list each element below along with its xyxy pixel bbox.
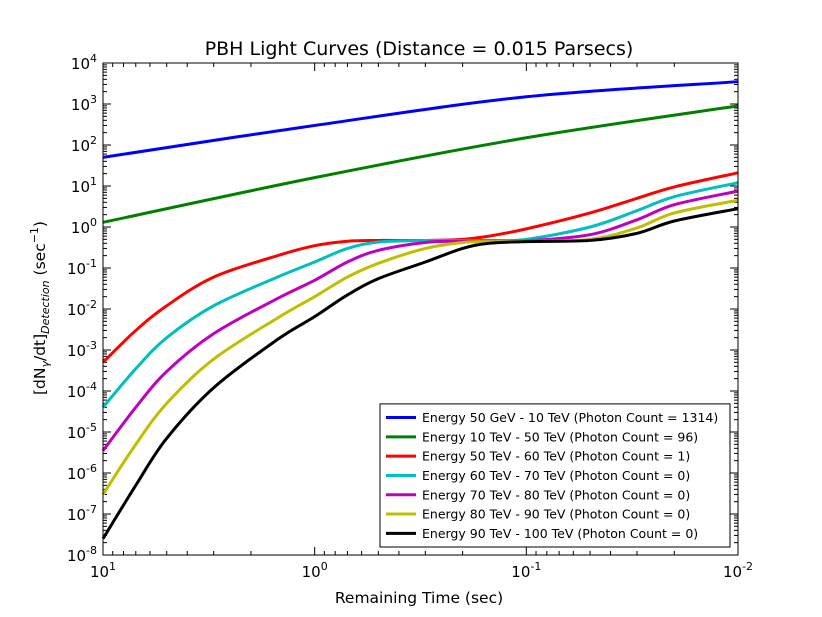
legend-label-1: Energy 50 GeV - 10 TeV (Photon Count = 1… (422, 410, 718, 425)
legend-label-7: Energy 90 TeV - 100 TeV (Photon Count = … (422, 526, 698, 541)
legend-label-4: Energy 60 TeV - 70 TeV (Photon Count = 0… (422, 468, 690, 483)
legend-label-2: Energy 10 TeV - 50 TeV (Photon Count = 9… (422, 429, 698, 444)
chart-title: PBH Light Curves (Distance = 0.015 Parse… (205, 38, 634, 60)
y-axis-label: [dNγ/dt]Detection (sec−1) (28, 221, 52, 395)
y-tick-label: 10-4 (67, 380, 97, 401)
y-tick-label: 10-8 (67, 544, 97, 565)
legend-label-6: Energy 80 TeV - 90 TeV (Photon Count = 0… (422, 507, 690, 522)
tick-labels: 101 100 10-1 10-2 10-8 10-7 10-6 10-5 10-4 10-3 10… (67, 52, 753, 581)
x-tick-label: 10-1 (511, 560, 541, 581)
x-tick-label: 100 (302, 560, 328, 581)
y-tick-label: 103 (71, 93, 97, 114)
x-tick-label: 101 (90, 560, 116, 581)
y-label-subscript-gamma: γ (39, 361, 52, 368)
y-tick-label: 10-5 (67, 421, 97, 442)
plot-lines (101, 80, 739, 540)
series-line-1 (102, 80, 739, 159)
y-tick-label: 10-7 (67, 503, 97, 524)
legend: Energy 50 GeV - 10 TeV (Photon Count = 1… (379, 403, 731, 548)
y-label-subscript-detection: Detection (39, 280, 52, 333)
y-label-mid: /dt] (31, 334, 49, 361)
y-label-superscript: −1 (28, 227, 41, 243)
y-tick-label: 10-6 (67, 462, 97, 483)
y-tick-label: 10-1 (67, 257, 97, 278)
series-line-5 (101, 189, 739, 452)
series-line-6 (101, 198, 739, 496)
y-tick-label: 102 (71, 134, 97, 155)
x-tick-label: 10-2 (723, 560, 753, 581)
legend-label-3: Energy 50 TeV - 60 TeV (Photon Count = 1… (422, 449, 690, 464)
x-axis-label: Remaining Time (sec) (335, 589, 503, 607)
y-label-prefix: [dN (31, 368, 49, 395)
y-tick-label: 100 (71, 216, 97, 237)
y-tick-label: 101 (71, 175, 97, 196)
y-tick-label: 10-3 (67, 339, 97, 360)
series-line-7 (101, 207, 739, 540)
y-tick-label: 104 (71, 52, 97, 73)
series-line-2 (102, 104, 739, 224)
legend-label-5: Energy 70 TeV - 80 TeV (Photon Count = 0… (422, 487, 690, 502)
y-tick-label: 10-2 (67, 298, 97, 319)
y-label-end: ) (31, 221, 49, 227)
plot-frame (102, 62, 739, 556)
series-line-4 (101, 181, 739, 409)
legend-box (379, 403, 731, 548)
y-label-suffix: (sec (31, 243, 49, 280)
